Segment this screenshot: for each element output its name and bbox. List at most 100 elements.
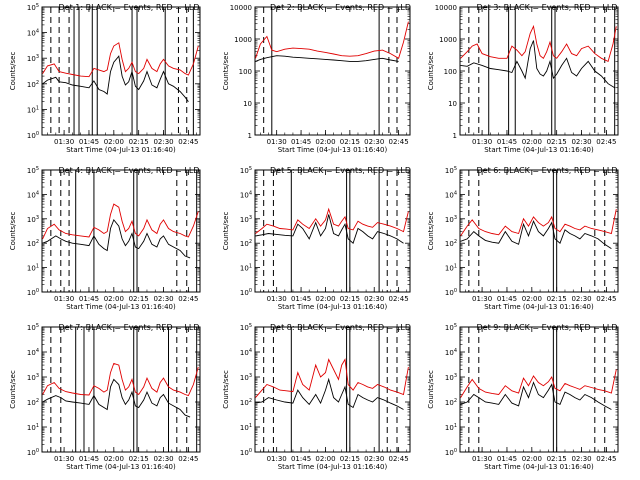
x-tick-label: 02:45 xyxy=(596,138,616,146)
y-tick-label: 104 xyxy=(240,190,252,199)
x-tick-label: 02:45 xyxy=(596,295,616,303)
x-tick-label: 01:30 xyxy=(267,138,287,146)
x-tick-label: 01:45 xyxy=(497,455,517,463)
y-axis-label: Counts/sec xyxy=(427,52,435,91)
x-tick-label: 01:30 xyxy=(54,295,74,303)
x-tick-label: 02:00 xyxy=(104,455,124,463)
detector-plot: Det 6: BLACK = Events, RED = LLD 100 101 10… xyxy=(427,166,619,311)
y-tick-label: 101 xyxy=(445,264,457,273)
x-axis-label: Start Time (04-Jul-13 01:16:40) xyxy=(66,303,176,311)
x-tick-label: 02:45 xyxy=(389,138,409,146)
y-tick-label: 104 xyxy=(27,190,39,199)
plot-frame xyxy=(459,169,619,293)
y-tick-label: 104 xyxy=(445,190,457,199)
y-tick-label: 100 xyxy=(444,68,457,76)
x-tick-label: 02:45 xyxy=(389,455,409,463)
events-series-line xyxy=(255,55,399,62)
x-tick-label: 02:00 xyxy=(522,455,542,463)
x-axis-label: Start Time (04-Jul-13 01:16:40) xyxy=(278,146,388,154)
x-tick-label: 02:30 xyxy=(571,295,591,303)
x-axis-label: Start Time (04-Jul-13 01:16:40) xyxy=(66,463,176,471)
plot-frame xyxy=(254,326,411,453)
x-tick-label: 02:15 xyxy=(340,295,360,303)
series-group xyxy=(460,369,617,410)
detector-plot: Det 8: BLACK = Events, RED = LLD 100 101 10… xyxy=(222,323,411,471)
x-tick-label: 02:15 xyxy=(129,455,149,463)
series-group xyxy=(42,203,199,259)
events-series-line xyxy=(42,219,191,259)
y-tick-label: 100 xyxy=(445,288,457,297)
y-tick-label: 1000 xyxy=(234,36,252,44)
x-tick-label: 02:00 xyxy=(315,138,335,146)
y-axis-label: Counts/sec xyxy=(9,212,17,251)
series-group xyxy=(255,207,409,244)
y-axis-label: Counts/sec xyxy=(222,370,230,409)
lld-series-line xyxy=(460,209,617,237)
x-tick-label: 02:30 xyxy=(571,138,591,146)
y-tick-label: 100 xyxy=(239,68,252,76)
lld-series-line xyxy=(255,21,409,59)
detector-plot: Det 1: BLACK = Events, RED = LLD 100 101 10… xyxy=(9,3,201,154)
y-tick-label: 100 xyxy=(240,288,252,297)
y-tick-label: 1 xyxy=(248,132,252,140)
x-tick-label: 01:45 xyxy=(291,295,311,303)
y-tick-label: 100 xyxy=(27,131,39,140)
y-tick-label: 10 xyxy=(448,100,457,108)
x-tick-label: 01:45 xyxy=(79,295,99,303)
y-tick-label: 104 xyxy=(240,348,252,357)
y-tick-label: 105 xyxy=(445,166,457,175)
x-tick-label: 01:30 xyxy=(472,455,492,463)
x-axis-label: Start Time (04-Jul-13 01:16:40) xyxy=(278,463,388,471)
y-tick-label: 100 xyxy=(240,448,252,457)
x-tick-label: 01:30 xyxy=(54,455,74,463)
x-tick-label: 02:30 xyxy=(364,455,384,463)
series-group xyxy=(460,209,617,249)
y-tick-label: 104 xyxy=(27,348,39,357)
y-axis-label: Counts/sec xyxy=(222,212,230,251)
y-axis-label: Counts/sec xyxy=(427,212,435,251)
events-series-line xyxy=(42,55,189,102)
detector-plot: Det 7: BLACK = Events, RED = LLD 100 101 10… xyxy=(9,323,201,471)
x-tick-label: 01:45 xyxy=(291,455,311,463)
x-axis-label: Start Time (04-Jul-13 01:16:40) xyxy=(484,463,594,471)
x-tick-label: 02:00 xyxy=(315,295,335,303)
plot-title: Det 9: BLACK = Events, RED = LLD xyxy=(477,323,618,332)
x-tick-label: 01:45 xyxy=(291,138,311,146)
x-tick-label: 02:30 xyxy=(153,295,173,303)
x-axis-label: Start Time (04-Jul-13 01:16:40) xyxy=(484,303,594,311)
detector-plot: Det 9: BLACK = Events, RED = LLD 100 101 10… xyxy=(427,323,619,471)
x-tick-label: 01:30 xyxy=(472,295,492,303)
y-tick-label: 105 xyxy=(27,3,39,12)
y-tick-label: 105 xyxy=(240,166,252,175)
y-tick-label: 103 xyxy=(27,215,39,224)
x-tick-label: 02:00 xyxy=(522,138,542,146)
x-tick-label: 02:30 xyxy=(153,455,173,463)
lld-series-line xyxy=(255,207,409,234)
y-axis-label: Counts/sec xyxy=(9,370,17,409)
x-tick-label: 01:30 xyxy=(267,295,287,303)
x-tick-label: 02:45 xyxy=(389,295,409,303)
x-tick-label: 02:30 xyxy=(571,455,591,463)
x-tick-label: 02:45 xyxy=(178,295,198,303)
x-tick-label: 02:15 xyxy=(547,295,567,303)
plot-frame xyxy=(459,326,619,453)
plot-frame xyxy=(41,169,201,293)
x-tick-label: 02:15 xyxy=(129,138,149,146)
x-tick-label: 02:45 xyxy=(596,455,616,463)
y-tick-label: 101 xyxy=(27,105,39,114)
x-tick-label: 02:30 xyxy=(364,295,384,303)
x-axis-label: Start Time (04-Jul-13 01:16:40) xyxy=(484,146,594,154)
y-tick-label: 103 xyxy=(445,373,457,382)
y-tick-label: 101 xyxy=(27,264,39,273)
y-axis-label: Counts/sec xyxy=(9,52,17,91)
y-tick-label: 102 xyxy=(240,398,252,407)
x-tick-label: 02:15 xyxy=(547,138,567,146)
y-tick-label: 103 xyxy=(27,54,39,63)
y-tick-label: 102 xyxy=(240,239,252,248)
detector-plot: Det 2: BLACK = Events, RED = LLD 1 10 100 10… xyxy=(222,3,411,154)
lld-series-line xyxy=(460,24,617,63)
y-tick-label: 100 xyxy=(445,448,457,457)
x-tick-label: 02:45 xyxy=(178,455,198,463)
y-tick-label: 102 xyxy=(445,239,457,248)
